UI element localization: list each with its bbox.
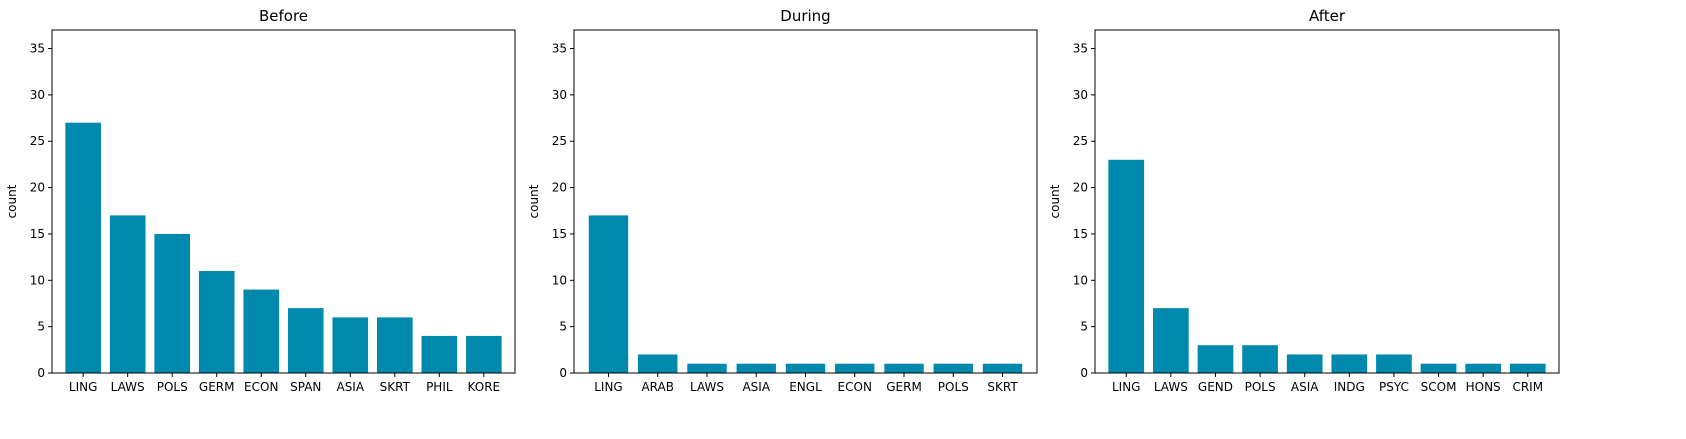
- bar: [198, 271, 235, 373]
- chart-title: During: [780, 7, 830, 25]
- chart-panel-1: 0 5 10 15 20 25 30 35 LING ARAB LAWS ASIA ENGL ECON GE…: [527, 7, 1038, 394]
- y-tick-label: 10: [552, 273, 567, 287]
- y-axis-label: count: [5, 184, 19, 218]
- x-tick-label: SKRT: [380, 380, 411, 394]
- x-tick-label: GERM: [886, 380, 922, 394]
- bar: [65, 122, 101, 373]
- y-tick-label: 0: [37, 366, 45, 380]
- y-tick-label: 20: [30, 181, 45, 195]
- y-tick-label: 25: [1073, 134, 1088, 148]
- bar: [1509, 363, 1546, 373]
- bar: [588, 215, 629, 373]
- y-tick-label: 25: [552, 134, 567, 148]
- x-tick-label: GEND: [1198, 380, 1233, 394]
- x-tick-label: SPAN: [290, 380, 321, 394]
- bar: [466, 335, 502, 373]
- bar: [835, 363, 875, 373]
- bar: [1108, 159, 1145, 373]
- bar: [884, 363, 924, 373]
- bar: [1376, 354, 1412, 373]
- y-tick-label: 20: [552, 181, 567, 195]
- x-tick-label: ECON: [244, 380, 278, 394]
- x-tick-label: ASIA: [336, 380, 364, 394]
- y-tick-label: 0: [559, 366, 567, 380]
- bar: [109, 215, 146, 373]
- y-axis-label: count: [527, 184, 541, 218]
- x-tick-label: ENGL: [789, 380, 822, 394]
- axes-frame: [573, 29, 1038, 374]
- bar: [785, 363, 826, 373]
- bar: [1331, 354, 1368, 373]
- bar: [638, 354, 678, 373]
- y-tick-label: 35: [552, 42, 567, 56]
- x-tick-label: ASIA: [742, 380, 770, 394]
- x-tick-label: LING: [1112, 380, 1141, 394]
- y-tick-label: 15: [30, 227, 45, 241]
- x-tick-label: INDG: [1334, 380, 1365, 394]
- y-tick-label: 30: [552, 88, 567, 102]
- y-tick-label: 5: [1080, 320, 1088, 334]
- y-tick-label: 15: [1073, 227, 1088, 241]
- bar: [1465, 363, 1501, 373]
- y-tick-label: 15: [552, 227, 567, 241]
- x-tick-label: PSYC: [1379, 380, 1409, 394]
- x-tick-label: ASIA: [1291, 380, 1319, 394]
- x-tick-label: POLS: [1245, 380, 1276, 394]
- y-tick-label: 25: [30, 134, 45, 148]
- y-tick-label: 5: [37, 320, 45, 334]
- bar: [1420, 363, 1457, 373]
- chart-panel-0: 0 5 10 15 20 25 30 35 LING LAWS POLS GERM ECON SPAN AS…: [5, 7, 516, 394]
- axes-frame: [1094, 29, 1560, 374]
- bar: [287, 308, 324, 373]
- x-tick-label: SCOM: [1421, 380, 1457, 394]
- bar: [736, 363, 776, 373]
- x-tick-label: LAWS: [111, 380, 145, 394]
- x-tick-label: LAWS: [1154, 380, 1188, 394]
- bar: [1153, 308, 1189, 373]
- x-tick-label: HONS: [1466, 380, 1501, 394]
- bar: [154, 233, 191, 373]
- bar: [332, 317, 369, 373]
- y-tick-label: 10: [1073, 273, 1088, 287]
- x-tick-label: LING: [594, 380, 623, 394]
- bar: [687, 363, 727, 373]
- x-tick-label: KORE: [468, 380, 501, 394]
- bar: [1286, 354, 1323, 373]
- x-tick-label: PHIL: [426, 380, 453, 394]
- bar: [1242, 345, 1278, 373]
- chart-panel-2: 0 5 10 15 20 25 30 35 LING LAWS GEND POLS ASIA INDG PS…: [1048, 7, 1560, 394]
- y-tick-label: 35: [30, 42, 45, 56]
- chart-title: After: [1309, 7, 1346, 25]
- bar: [1197, 345, 1234, 373]
- y-tick-label: 35: [1073, 42, 1088, 56]
- chart-title: Before: [259, 7, 308, 25]
- x-tick-label: POLS: [157, 380, 188, 394]
- y-tick-label: 5: [559, 320, 567, 334]
- x-tick-label: GERM: [199, 380, 235, 394]
- x-tick-label: LING: [69, 380, 98, 394]
- bar: [421, 335, 458, 373]
- bar: [376, 317, 413, 373]
- y-tick-label: 20: [1073, 181, 1088, 195]
- x-tick-label: SKRT: [987, 380, 1018, 394]
- x-tick-label: ECON: [838, 380, 872, 394]
- y-tick-label: 0: [1080, 366, 1088, 380]
- x-tick-label: POLS: [938, 380, 969, 394]
- y-tick-label: 30: [30, 88, 45, 102]
- x-tick-label: CRIM: [1512, 380, 1543, 394]
- x-tick-label: ARAB: [641, 380, 674, 394]
- bar: [243, 289, 280, 373]
- bar: [982, 363, 1023, 373]
- y-tick-label: 30: [1073, 88, 1088, 102]
- y-tick-label: 10: [30, 273, 45, 287]
- axes-frame: [51, 29, 516, 374]
- x-tick-label: LAWS: [690, 380, 724, 394]
- bar: [933, 363, 973, 373]
- y-axis-label: count: [1048, 184, 1062, 218]
